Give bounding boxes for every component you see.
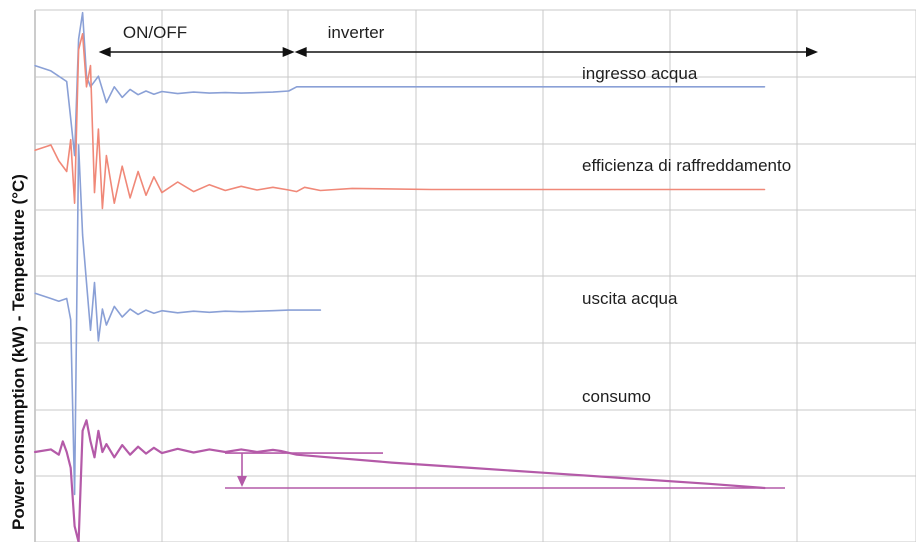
region-arrow-on-off: [98, 47, 295, 57]
series-line-consumo: [33, 419, 766, 542]
series-line-efficienza-di-raffreddamento: [34, 33, 766, 210]
region-arrow-inverter: [294, 47, 818, 57]
series-line-uscita-acqua: [34, 144, 322, 496]
region-label-on-off: ON/OFF: [123, 23, 187, 42]
power-reduction-arrow-head: [237, 476, 247, 488]
series-layer: [33, 11, 766, 542]
region-arrow-inverter-left-head: [294, 47, 307, 57]
series-label-uscita-acqua: uscita acqua: [582, 289, 678, 308]
region-arrow-on-off-left-head: [98, 47, 111, 57]
series-line-ingresso-acqua: [34, 11, 766, 157]
series-label-efficienza-di-raffreddamento: efficienza di raffreddamento: [582, 156, 791, 175]
series-label-ingresso-acqua: ingresso acqua: [582, 64, 698, 83]
series-label-consumo: consumo: [582, 387, 651, 406]
y-axis-label: Power consumption (kW) - Temperature (°C…: [9, 174, 28, 530]
annotation-layer: [98, 47, 818, 489]
region-arrow-inverter-right-head: [806, 47, 818, 57]
grid-layer: [34, 9, 916, 542]
region-arrow-on-off-right-head: [282, 47, 295, 57]
region-label-inverter: inverter: [328, 23, 385, 42]
